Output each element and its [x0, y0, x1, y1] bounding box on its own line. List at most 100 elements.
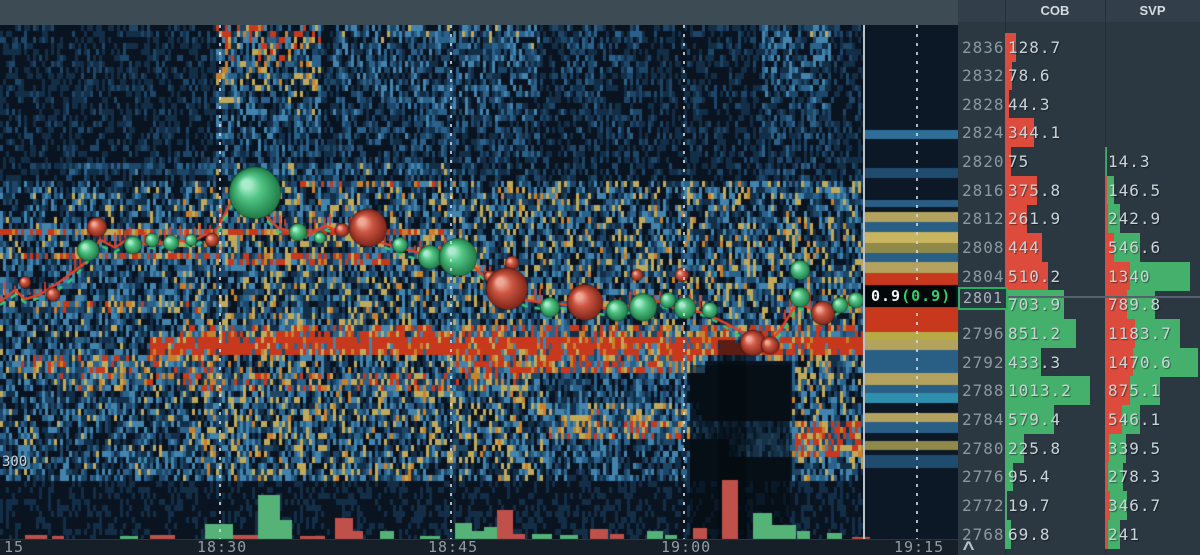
svp-column-header[interactable]: SVP	[1139, 3, 1166, 18]
price-label: 2804	[962, 266, 1005, 286]
cob-value: 19.7	[1008, 495, 1051, 515]
time-axis-bar	[0, 539, 958, 555]
current-price-box: 2801	[958, 287, 1008, 310]
ladder-row[interactable]: 2816 375.8 146.5	[958, 175, 1200, 205]
ladder-row[interactable]: 2796 851.2 1183.7	[958, 319, 1200, 348]
cob-value: 44.3	[1008, 94, 1051, 114]
price-label: 2808	[962, 238, 1005, 258]
price-label: 2796	[962, 324, 1005, 343]
cob-ask-bar	[1005, 147, 1012, 177]
svp-buy-bar	[1106, 175, 1115, 205]
last-change-label: 0.9(0.9)	[866, 286, 957, 307]
current-time-line	[863, 25, 865, 555]
svp-value: 1470.6	[1108, 352, 1172, 372]
svp-value: 789.8	[1108, 295, 1162, 315]
svp-buy-bar	[1134, 319, 1180, 348]
ladder-row[interactable]: 2792 433.3 1470.6	[958, 347, 1200, 377]
time-axis-label: 18:30	[197, 538, 248, 555]
svp-value: 1183.7	[1108, 324, 1172, 343]
svp-buy-bar	[1127, 290, 1155, 320]
ladder-row[interactable]: 2772 19.7 346.7	[958, 490, 1200, 520]
svp-buy-bar	[1113, 233, 1140, 263]
cob-ask-bar	[1005, 32, 1016, 62]
svp-value: 242.9	[1108, 209, 1162, 229]
ladder-row[interactable]: 2776 95.4 278.3	[958, 462, 1200, 492]
svp-buy-bar	[1109, 433, 1127, 463]
svp-sell-bar	[1105, 433, 1110, 463]
ladder-row[interactable]: 2824 344.1	[958, 118, 1200, 148]
cob-bid-bar	[1005, 519, 1011, 549]
svp-buy-bar	[1110, 490, 1127, 520]
last-change-paren: (0.9)	[901, 287, 952, 305]
price-label: 2828	[962, 94, 1005, 114]
cob-value: 703.9	[1008, 295, 1062, 315]
ladder-row[interactable]: 2828 44.3	[958, 89, 1200, 119]
svp-sell-bar	[1105, 261, 1131, 291]
ladder-row[interactable]: 2812 261.9 242.9	[958, 204, 1200, 234]
svp-buy-bar	[1122, 404, 1140, 434]
cob-value: 433.3	[1008, 352, 1062, 372]
ladder-row[interactable]: 2836 128.7	[958, 32, 1200, 62]
cob-bid-bar	[1005, 290, 1065, 320]
svp-sell-bar	[1105, 233, 1114, 263]
cob-bid-bar	[1005, 433, 1024, 463]
time-gridline	[683, 25, 685, 539]
ladder-header: COB SVP	[958, 0, 1200, 22]
time-axis-label: 19:00	[661, 538, 712, 555]
svp-sell-bar	[1105, 319, 1135, 348]
price-label: 2816	[962, 180, 1005, 200]
time-gridline	[916, 25, 918, 539]
cob-value: 375.8	[1008, 180, 1062, 200]
cob-ask-bar	[1005, 61, 1012, 91]
time-axis-label: 18:45	[428, 538, 479, 555]
cob-value: 579.4	[1008, 409, 1062, 429]
price-label: 2780	[962, 438, 1005, 458]
ladder-row[interactable]: 2780 225.8 339.5	[958, 433, 1200, 463]
chart-top-bar	[0, 0, 958, 25]
cob-ask-bar	[1005, 233, 1043, 263]
cob-value: 128.7	[1008, 37, 1062, 57]
dom-ladder-panel: COB SVP 2836 128.7 2832 78.6 2828 44.3 2824 344…	[958, 0, 1200, 555]
svp-buy-bar	[1129, 376, 1161, 406]
cob-value: 851.2	[1008, 324, 1062, 343]
ladder-row[interactable]: 2832 78.6	[958, 61, 1200, 91]
svp-sell-bar	[1105, 376, 1130, 406]
svp-sell-bar	[1105, 519, 1109, 549]
price-label: 2820	[962, 152, 1005, 172]
cob-ask-bar	[1005, 89, 1009, 119]
orderflow-heatmap-canvas[interactable]	[0, 0, 958, 555]
time-axis-label: 15	[4, 538, 25, 555]
time-gridline	[450, 25, 452, 539]
left-scale-label: 300	[2, 454, 28, 470]
cob-bid-bar	[1005, 376, 1090, 406]
ladder-row[interactable]: 2804 510.2 1340	[958, 261, 1200, 291]
ladder-row[interactable]: 2788 1013.2 875.1	[958, 376, 1200, 406]
svp-value: 278.3	[1108, 467, 1162, 487]
cob-bid-bar	[1005, 462, 1013, 492]
cob-ask-bar	[1005, 118, 1034, 148]
price-label: 2784	[962, 409, 1005, 429]
ladder-row[interactable]: 2820 75 14.3	[958, 147, 1200, 177]
cob-ask-bar	[1005, 204, 1027, 234]
svp-buy-bar	[1130, 261, 1190, 291]
cob-value: 225.8	[1008, 438, 1062, 458]
ladder-row[interactable]: 2808 444 546.6	[958, 233, 1200, 263]
price-label: 2776	[962, 467, 1005, 487]
ladder-row[interactable]: 2784 579.4 546.1	[958, 404, 1200, 434]
svp-sell-bar	[1105, 204, 1109, 234]
svp-value: 546.1	[1108, 409, 1162, 429]
svp-value: 146.5	[1108, 180, 1162, 200]
collapse-caret-icon[interactable]: ∧	[960, 536, 977, 554]
svp-sell-bar	[1105, 175, 1107, 205]
svp-sell-bar	[1105, 347, 1133, 377]
price-label: 2832	[962, 66, 1005, 86]
ladder-row[interactable]: 703.9 789.8	[958, 290, 1200, 320]
cob-column-header[interactable]: COB	[1040, 3, 1070, 18]
svp-value: 339.5	[1108, 438, 1162, 458]
cob-bid-bar	[1005, 404, 1054, 434]
ladder-row[interactable]: 2768 69.8 241	[958, 519, 1200, 549]
svp-value: 14.3	[1108, 152, 1151, 172]
price-label: 2788	[962, 381, 1005, 401]
cob-value: 344.1	[1008, 123, 1062, 143]
cob-bid-bar	[1005, 490, 1007, 520]
